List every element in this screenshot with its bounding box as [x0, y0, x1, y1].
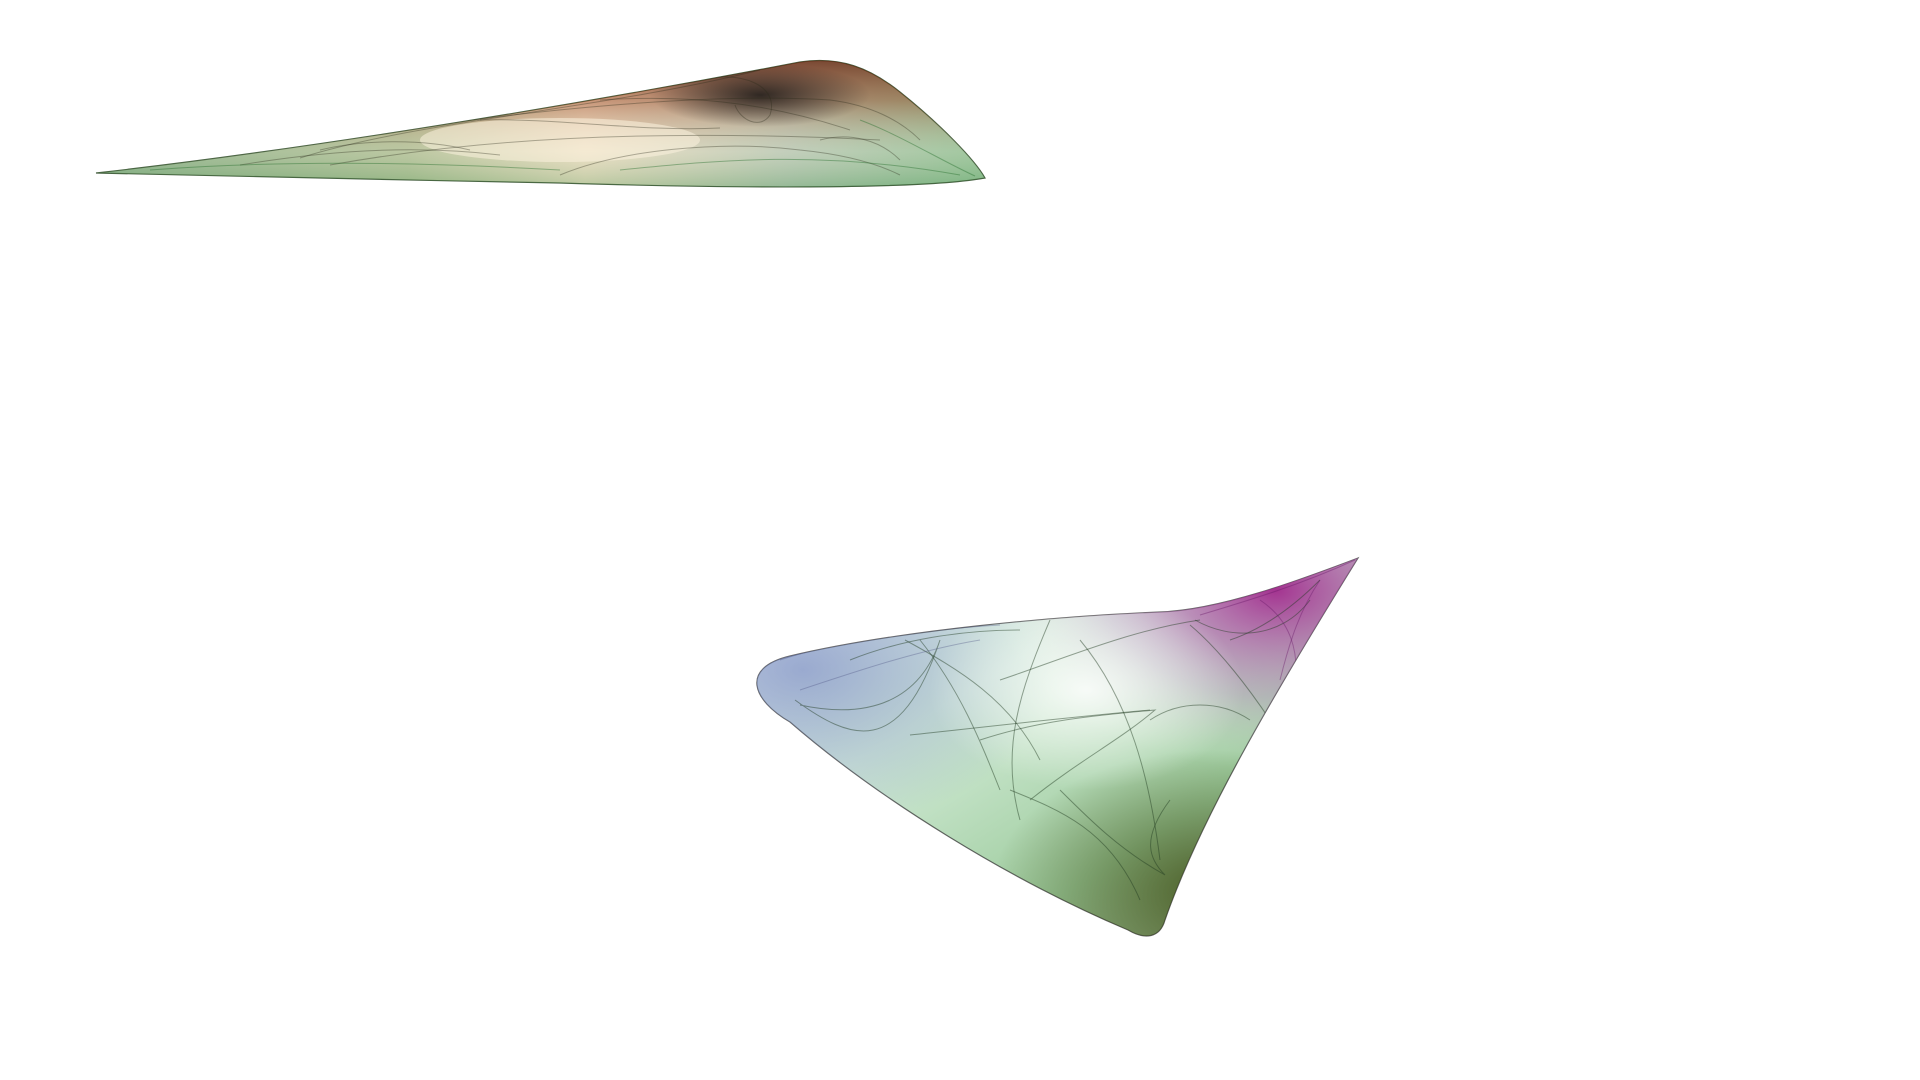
upper-sliver-attractor — [95, 59, 986, 188]
lower-cone-attractor — [756, 556, 1360, 937]
